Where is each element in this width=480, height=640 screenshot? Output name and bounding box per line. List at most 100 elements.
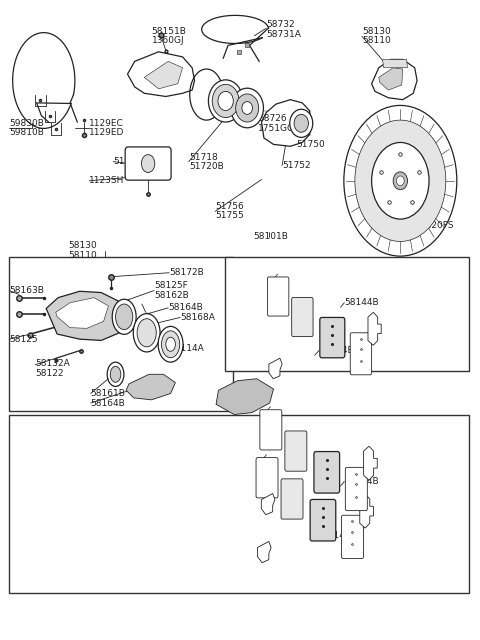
- Text: 51752: 51752: [282, 161, 311, 170]
- Text: 51760: 51760: [113, 157, 142, 166]
- FancyBboxPatch shape: [285, 431, 307, 471]
- Text: 51715: 51715: [221, 105, 250, 114]
- Text: 1751GC: 1751GC: [258, 124, 294, 133]
- Text: 58161B: 58161B: [91, 389, 126, 398]
- FancyBboxPatch shape: [125, 147, 171, 180]
- Text: 58112: 58112: [128, 321, 156, 330]
- Text: 58164B: 58164B: [168, 303, 203, 312]
- Polygon shape: [216, 379, 274, 415]
- Ellipse shape: [116, 304, 133, 330]
- Ellipse shape: [242, 102, 252, 115]
- Bar: [225, 257, 469, 371]
- FancyBboxPatch shape: [314, 452, 339, 493]
- Text: 58144B: 58144B: [323, 531, 357, 540]
- Text: 58113: 58113: [142, 332, 170, 341]
- Text: 59810B: 59810B: [9, 129, 44, 138]
- Text: 1129EC: 1129EC: [89, 119, 124, 128]
- FancyBboxPatch shape: [267, 277, 289, 316]
- Text: 58144B: 58144B: [319, 346, 354, 355]
- Polygon shape: [269, 358, 282, 379]
- Ellipse shape: [166, 337, 175, 351]
- Text: 58164B: 58164B: [91, 399, 125, 408]
- Ellipse shape: [393, 172, 408, 189]
- FancyBboxPatch shape: [292, 298, 313, 337]
- Text: 58110: 58110: [362, 36, 391, 45]
- Text: 1220FS: 1220FS: [421, 221, 455, 230]
- FancyBboxPatch shape: [341, 515, 363, 559]
- Polygon shape: [368, 312, 381, 345]
- Ellipse shape: [161, 331, 180, 358]
- Polygon shape: [379, 68, 403, 90]
- FancyBboxPatch shape: [320, 317, 345, 358]
- Text: 58125: 58125: [9, 335, 38, 344]
- Text: 58101B: 58101B: [253, 232, 288, 241]
- Polygon shape: [46, 291, 125, 340]
- Polygon shape: [128, 52, 194, 97]
- Text: 58132A: 58132A: [35, 359, 70, 368]
- Text: 59830B: 59830B: [9, 119, 44, 128]
- Polygon shape: [360, 494, 373, 528]
- Text: 58144B: 58144B: [344, 477, 379, 486]
- Circle shape: [355, 120, 446, 241]
- Bar: [9, 415, 469, 593]
- Ellipse shape: [218, 92, 233, 111]
- Text: 58125F: 58125F: [154, 281, 188, 290]
- FancyBboxPatch shape: [350, 333, 372, 375]
- Circle shape: [372, 143, 429, 219]
- FancyBboxPatch shape: [260, 410, 282, 450]
- Text: 58151B: 58151B: [152, 27, 186, 36]
- Text: 1123SH: 1123SH: [89, 176, 125, 186]
- Polygon shape: [257, 541, 271, 563]
- FancyBboxPatch shape: [310, 499, 336, 541]
- Text: 58172B: 58172B: [169, 268, 204, 277]
- Text: 58726: 58726: [258, 115, 287, 124]
- Ellipse shape: [212, 84, 239, 118]
- Text: 58731A: 58731A: [266, 30, 301, 39]
- Ellipse shape: [236, 94, 259, 122]
- FancyBboxPatch shape: [256, 458, 278, 498]
- Text: 58122: 58122: [35, 369, 64, 378]
- Polygon shape: [126, 374, 175, 400]
- FancyBboxPatch shape: [345, 467, 367, 511]
- Ellipse shape: [396, 176, 404, 186]
- Text: 51718: 51718: [189, 153, 217, 162]
- FancyBboxPatch shape: [281, 479, 303, 519]
- Text: 51716: 51716: [221, 95, 250, 104]
- Polygon shape: [144, 61, 182, 89]
- Ellipse shape: [110, 366, 121, 382]
- Bar: [9, 257, 233, 411]
- Circle shape: [344, 106, 457, 256]
- Text: 58162B: 58162B: [154, 291, 189, 300]
- Polygon shape: [383, 60, 408, 68]
- Text: 1129ED: 1129ED: [89, 129, 125, 138]
- Ellipse shape: [208, 80, 243, 122]
- Text: 1360GJ: 1360GJ: [152, 36, 184, 45]
- Text: 58168A: 58168A: [180, 313, 215, 322]
- Text: 51720B: 51720B: [189, 162, 224, 172]
- Text: 58114A: 58114A: [169, 344, 204, 353]
- Ellipse shape: [231, 88, 264, 128]
- Polygon shape: [372, 60, 417, 100]
- Text: 58732: 58732: [266, 20, 295, 29]
- Ellipse shape: [112, 300, 136, 334]
- Polygon shape: [56, 298, 108, 328]
- Text: 58130: 58130: [69, 241, 97, 250]
- Text: 58144B: 58144B: [344, 298, 379, 307]
- Polygon shape: [262, 100, 312, 147]
- Ellipse shape: [294, 115, 309, 132]
- Polygon shape: [261, 493, 275, 515]
- Text: 51750: 51750: [297, 140, 325, 149]
- Text: 58163B: 58163B: [9, 286, 44, 295]
- Ellipse shape: [158, 326, 183, 362]
- Text: 51755: 51755: [215, 211, 244, 220]
- Text: 51712: 51712: [396, 161, 424, 170]
- Text: 58130: 58130: [362, 27, 391, 36]
- Ellipse shape: [107, 362, 124, 387]
- Ellipse shape: [290, 109, 313, 138]
- Polygon shape: [364, 446, 377, 480]
- Ellipse shape: [133, 314, 160, 352]
- Circle shape: [142, 155, 155, 173]
- Ellipse shape: [137, 319, 156, 347]
- Text: 51756: 51756: [215, 202, 244, 211]
- Text: 58110: 58110: [69, 251, 97, 260]
